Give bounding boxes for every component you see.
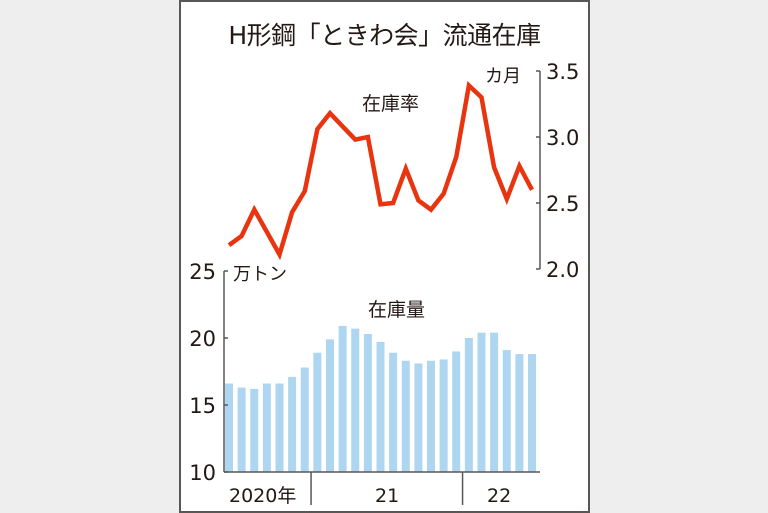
line-series-label: 在庫率 xyxy=(362,93,419,115)
bar xyxy=(225,383,233,472)
bar xyxy=(528,354,536,472)
left-axis-unit: 万トン xyxy=(233,264,287,285)
right-tick-label: 2.0 xyxy=(546,258,579,282)
bar xyxy=(515,354,524,472)
right-tick-label: 3.5 xyxy=(546,60,579,84)
right-axis: 2.0 2.5 3.0 3.5 xyxy=(536,60,579,282)
bar xyxy=(313,352,322,472)
bar xyxy=(338,325,347,472)
bar xyxy=(401,360,410,472)
bar xyxy=(490,332,499,472)
bar xyxy=(351,328,360,472)
bar xyxy=(363,333,372,472)
left-axis: 10 15 20 25 xyxy=(189,260,228,485)
bar xyxy=(414,363,423,472)
bar xyxy=(275,383,284,472)
left-tick-label: 25 xyxy=(189,260,216,284)
right-axis-unit: カ月 xyxy=(485,66,521,87)
bar xyxy=(389,352,398,472)
chart-canvas: 10 15 20 25 2.0 2.5 3.0 3.5 在庫率 在庫量 カ月 万トン 202… xyxy=(189,60,579,507)
bar xyxy=(439,359,448,472)
bar xyxy=(464,338,473,472)
x-label-2020: 2020年 xyxy=(229,485,296,507)
left-tick-label: 10 xyxy=(189,461,216,485)
bar-series-inventory xyxy=(225,325,536,472)
bar xyxy=(326,339,334,472)
bar xyxy=(300,367,309,472)
left-tick-label: 15 xyxy=(189,394,216,418)
bar xyxy=(288,376,297,472)
bar xyxy=(237,387,246,472)
bar xyxy=(262,383,271,472)
ratio-line xyxy=(227,80,534,261)
right-tick-label: 3.0 xyxy=(546,126,579,150)
bar xyxy=(376,342,385,472)
x-axis xyxy=(224,471,540,505)
left-tick-label: 20 xyxy=(189,327,216,351)
x-label-2022: 22 xyxy=(487,485,511,507)
bar xyxy=(477,332,486,472)
x-label-2021: 21 xyxy=(375,485,399,507)
bar-series-label: 在庫量 xyxy=(368,299,425,321)
line-series-inventory-ratio xyxy=(227,80,534,261)
bar xyxy=(452,351,461,472)
chart-panel: H形鋼「ときわ会」流通在庫 10 15 20 25 2.0 2.5 3.0 3.5 在庫率 … xyxy=(179,0,590,513)
chart-title: H形鋼「ときわ会」流通在庫 xyxy=(228,21,541,50)
bar xyxy=(250,388,259,472)
bar xyxy=(502,350,511,472)
right-tick-label: 2.5 xyxy=(546,192,579,216)
bar xyxy=(427,360,435,472)
